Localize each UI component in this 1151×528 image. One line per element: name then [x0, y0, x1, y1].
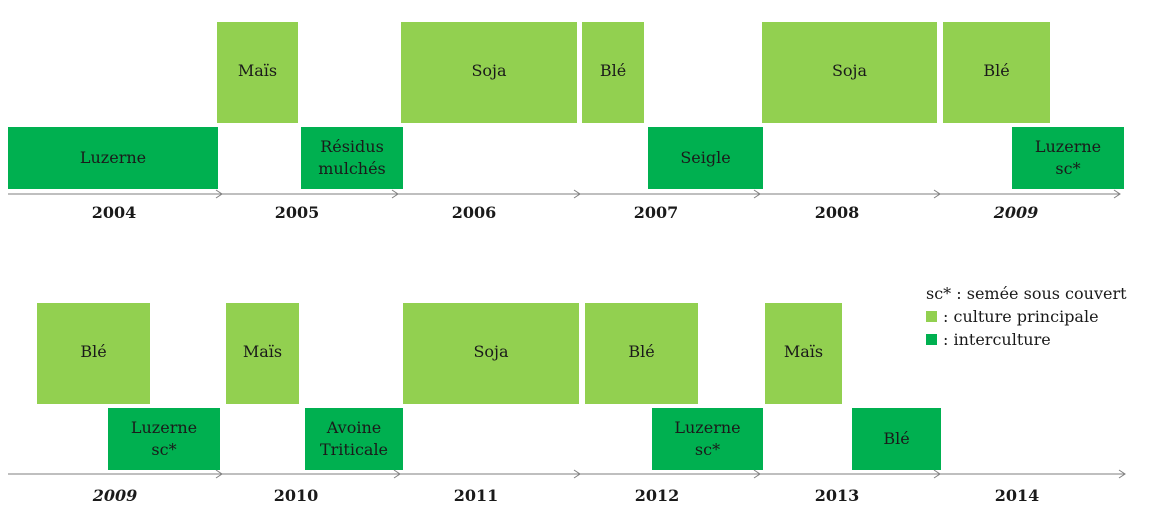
timeline-2-year-4: 2012: [634, 486, 680, 505]
timeline-1-year-1: 2004: [91, 203, 137, 222]
legend-row-main-crop: : culture principale: [926, 305, 1127, 328]
timeline-1-block-4: Soja: [401, 22, 577, 123]
timeline-2-block-5: Soja: [403, 303, 579, 404]
timeline-2-arrow-6: [1118, 469, 1126, 479]
timeline-2-year-5: 2013: [814, 486, 860, 505]
timeline-2-block-4: Avoine Triticale: [305, 408, 403, 470]
timeline-1-block-6: Seigle: [648, 127, 763, 189]
timeline-1-block-2: Maïs: [217, 22, 298, 123]
legend-swatch-main-crop: [926, 311, 937, 322]
timeline-1-block-5: Blé: [582, 22, 644, 123]
timeline-1-arrow-5: [933, 189, 941, 199]
timeline-1-year-2: 2005: [274, 203, 320, 222]
timeline-2-block-9: Blé: [852, 408, 941, 470]
timeline-1-arrow-3: [573, 189, 581, 199]
legend-label-intercrop: : interculture: [943, 330, 1051, 349]
timeline-1-arrow-1: [215, 189, 223, 199]
timeline-2-arrow-2: [393, 469, 401, 479]
timeline-2-block-6: Blé: [585, 303, 698, 404]
timeline-2-block-1: Blé: [37, 303, 150, 404]
timeline-1-year-5: 2008: [814, 203, 860, 222]
timeline-2-year-2: 2010: [273, 486, 319, 505]
timeline-2-year-6: 2014: [994, 486, 1040, 505]
timeline-1-arrow-2: [391, 189, 399, 199]
timeline-2-block-2: Luzerne sc*: [108, 408, 220, 470]
timeline-2-year-3: 2011: [453, 486, 499, 505]
timeline-1-block-9: Luzerne sc*: [1012, 127, 1124, 189]
timeline-2-block-3: Maïs: [226, 303, 299, 404]
timeline-2-block-7: Luzerne sc*: [652, 408, 763, 470]
timeline-2-year-1: 2009: [92, 486, 138, 505]
timeline-2-arrow-5: [933, 469, 941, 479]
timeline-2-arrow-1: [215, 469, 223, 479]
timeline-1-block-8: Blé: [943, 22, 1050, 123]
timeline-1-arrow-4: [753, 189, 761, 199]
legend-row-intercrop: : interculture: [926, 328, 1127, 351]
timeline-2-block-8: Maïs: [765, 303, 842, 404]
timeline-2-arrow-4: [753, 469, 761, 479]
timeline-1-block-1: Luzerne: [8, 127, 218, 189]
timeline-1-arrow-6: [1113, 189, 1121, 199]
timeline-1-block-3: Résidus mulchés: [301, 127, 403, 189]
legend: sc* : semée sous couvert : culture princ…: [926, 282, 1127, 351]
legend-label-main-crop: : culture principale: [943, 307, 1099, 326]
legend-swatch-intercrop: [926, 334, 937, 345]
timeline-2-arrow-3: [573, 469, 581, 479]
timeline-1-year-6: 2009: [993, 203, 1039, 222]
timeline-1-year-3: 2006: [451, 203, 497, 222]
timeline-1-block-7: Soja: [762, 22, 937, 123]
timeline-1-year-4: 2007: [633, 203, 679, 222]
legend-note: sc* : semée sous couvert: [926, 284, 1127, 303]
